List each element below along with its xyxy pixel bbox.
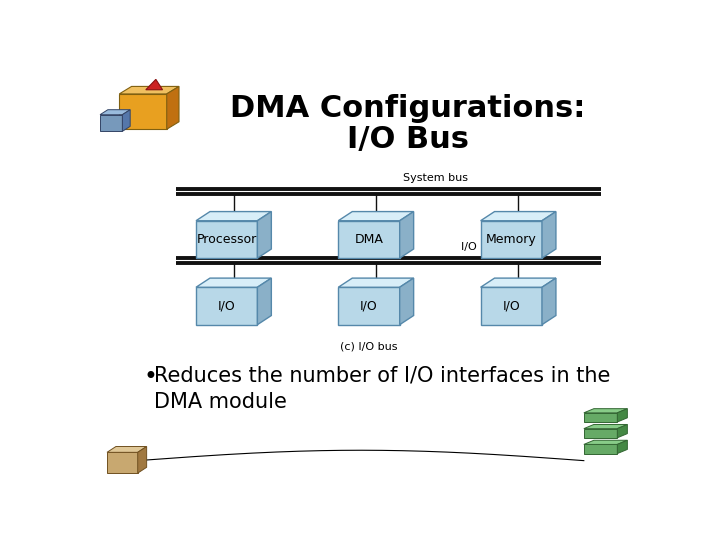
Text: I/O bus: I/O bus — [461, 242, 500, 252]
Polygon shape — [100, 114, 122, 131]
Polygon shape — [338, 278, 414, 287]
Polygon shape — [481, 221, 542, 258]
Polygon shape — [400, 278, 414, 325]
Text: •: • — [143, 365, 157, 389]
Polygon shape — [258, 278, 271, 325]
Polygon shape — [584, 424, 627, 429]
Polygon shape — [338, 287, 400, 325]
Polygon shape — [617, 409, 627, 422]
Text: I/O: I/O — [218, 300, 235, 313]
Polygon shape — [542, 212, 556, 258]
Polygon shape — [584, 413, 617, 422]
Polygon shape — [481, 287, 542, 325]
Polygon shape — [196, 278, 271, 287]
Polygon shape — [617, 440, 627, 454]
Polygon shape — [120, 94, 167, 129]
Text: Memory: Memory — [486, 233, 536, 246]
Polygon shape — [584, 409, 627, 413]
Polygon shape — [584, 444, 617, 454]
Polygon shape — [196, 212, 271, 221]
Polygon shape — [120, 86, 179, 94]
Text: (c) I/O bus: (c) I/O bus — [341, 341, 397, 352]
Text: DMA module: DMA module — [154, 392, 287, 412]
Text: Reduces the number of I/O interfaces in the: Reduces the number of I/O interfaces in … — [154, 365, 611, 385]
Text: I/O: I/O — [360, 300, 378, 313]
Polygon shape — [338, 221, 400, 258]
Polygon shape — [617, 424, 627, 438]
Text: DMA Configurations:: DMA Configurations: — [230, 94, 586, 123]
Polygon shape — [167, 86, 179, 129]
Text: DMA: DMA — [354, 233, 384, 246]
Polygon shape — [107, 447, 147, 453]
Text: Processor: Processor — [197, 233, 257, 246]
Text: I/O: I/O — [503, 300, 520, 313]
Polygon shape — [481, 278, 556, 287]
Polygon shape — [138, 447, 147, 473]
Polygon shape — [584, 440, 627, 444]
Polygon shape — [481, 212, 556, 221]
Polygon shape — [542, 278, 556, 325]
Polygon shape — [100, 110, 130, 114]
Text: I/O Bus: I/O Bus — [347, 125, 469, 154]
Polygon shape — [400, 212, 414, 258]
Polygon shape — [258, 212, 271, 258]
Polygon shape — [122, 110, 130, 131]
Polygon shape — [196, 221, 258, 258]
Polygon shape — [145, 79, 163, 90]
Text: System bus: System bus — [403, 173, 469, 183]
Polygon shape — [584, 429, 617, 438]
Polygon shape — [196, 287, 258, 325]
Polygon shape — [338, 212, 414, 221]
Polygon shape — [107, 453, 138, 473]
